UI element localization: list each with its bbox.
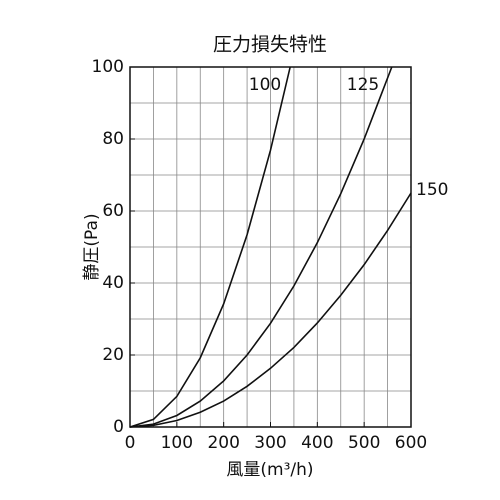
y-tick-label: 20 [102, 345, 124, 365]
x-tick-label: 500 [348, 433, 380, 453]
y-tick-label: 40 [102, 273, 124, 293]
series-label: 150 [416, 180, 448, 200]
x-axis-label: 風量(m³/h) [226, 460, 313, 480]
series-label: 100 [249, 75, 281, 95]
chart-title: 圧力損失特性 [213, 34, 327, 56]
series-label: 125 [347, 75, 379, 95]
curve [129, 192, 412, 428]
x-tick-label: 0 [125, 433, 136, 453]
x-tick-label: 300 [254, 433, 286, 453]
y-tick-label: 60 [102, 201, 124, 221]
x-tick-label: 600 [395, 433, 427, 453]
x-tick-label: 400 [301, 433, 333, 453]
curve [129, 66, 291, 428]
y-tick-label: 0 [113, 417, 124, 437]
x-tick-label: 200 [207, 433, 239, 453]
y-tick-label: 100 [92, 57, 124, 77]
y-tick-label: 80 [102, 129, 124, 149]
y-axis-label: 静圧(Pa) [82, 213, 102, 280]
curve [129, 66, 393, 428]
x-tick-label: 100 [161, 433, 193, 453]
